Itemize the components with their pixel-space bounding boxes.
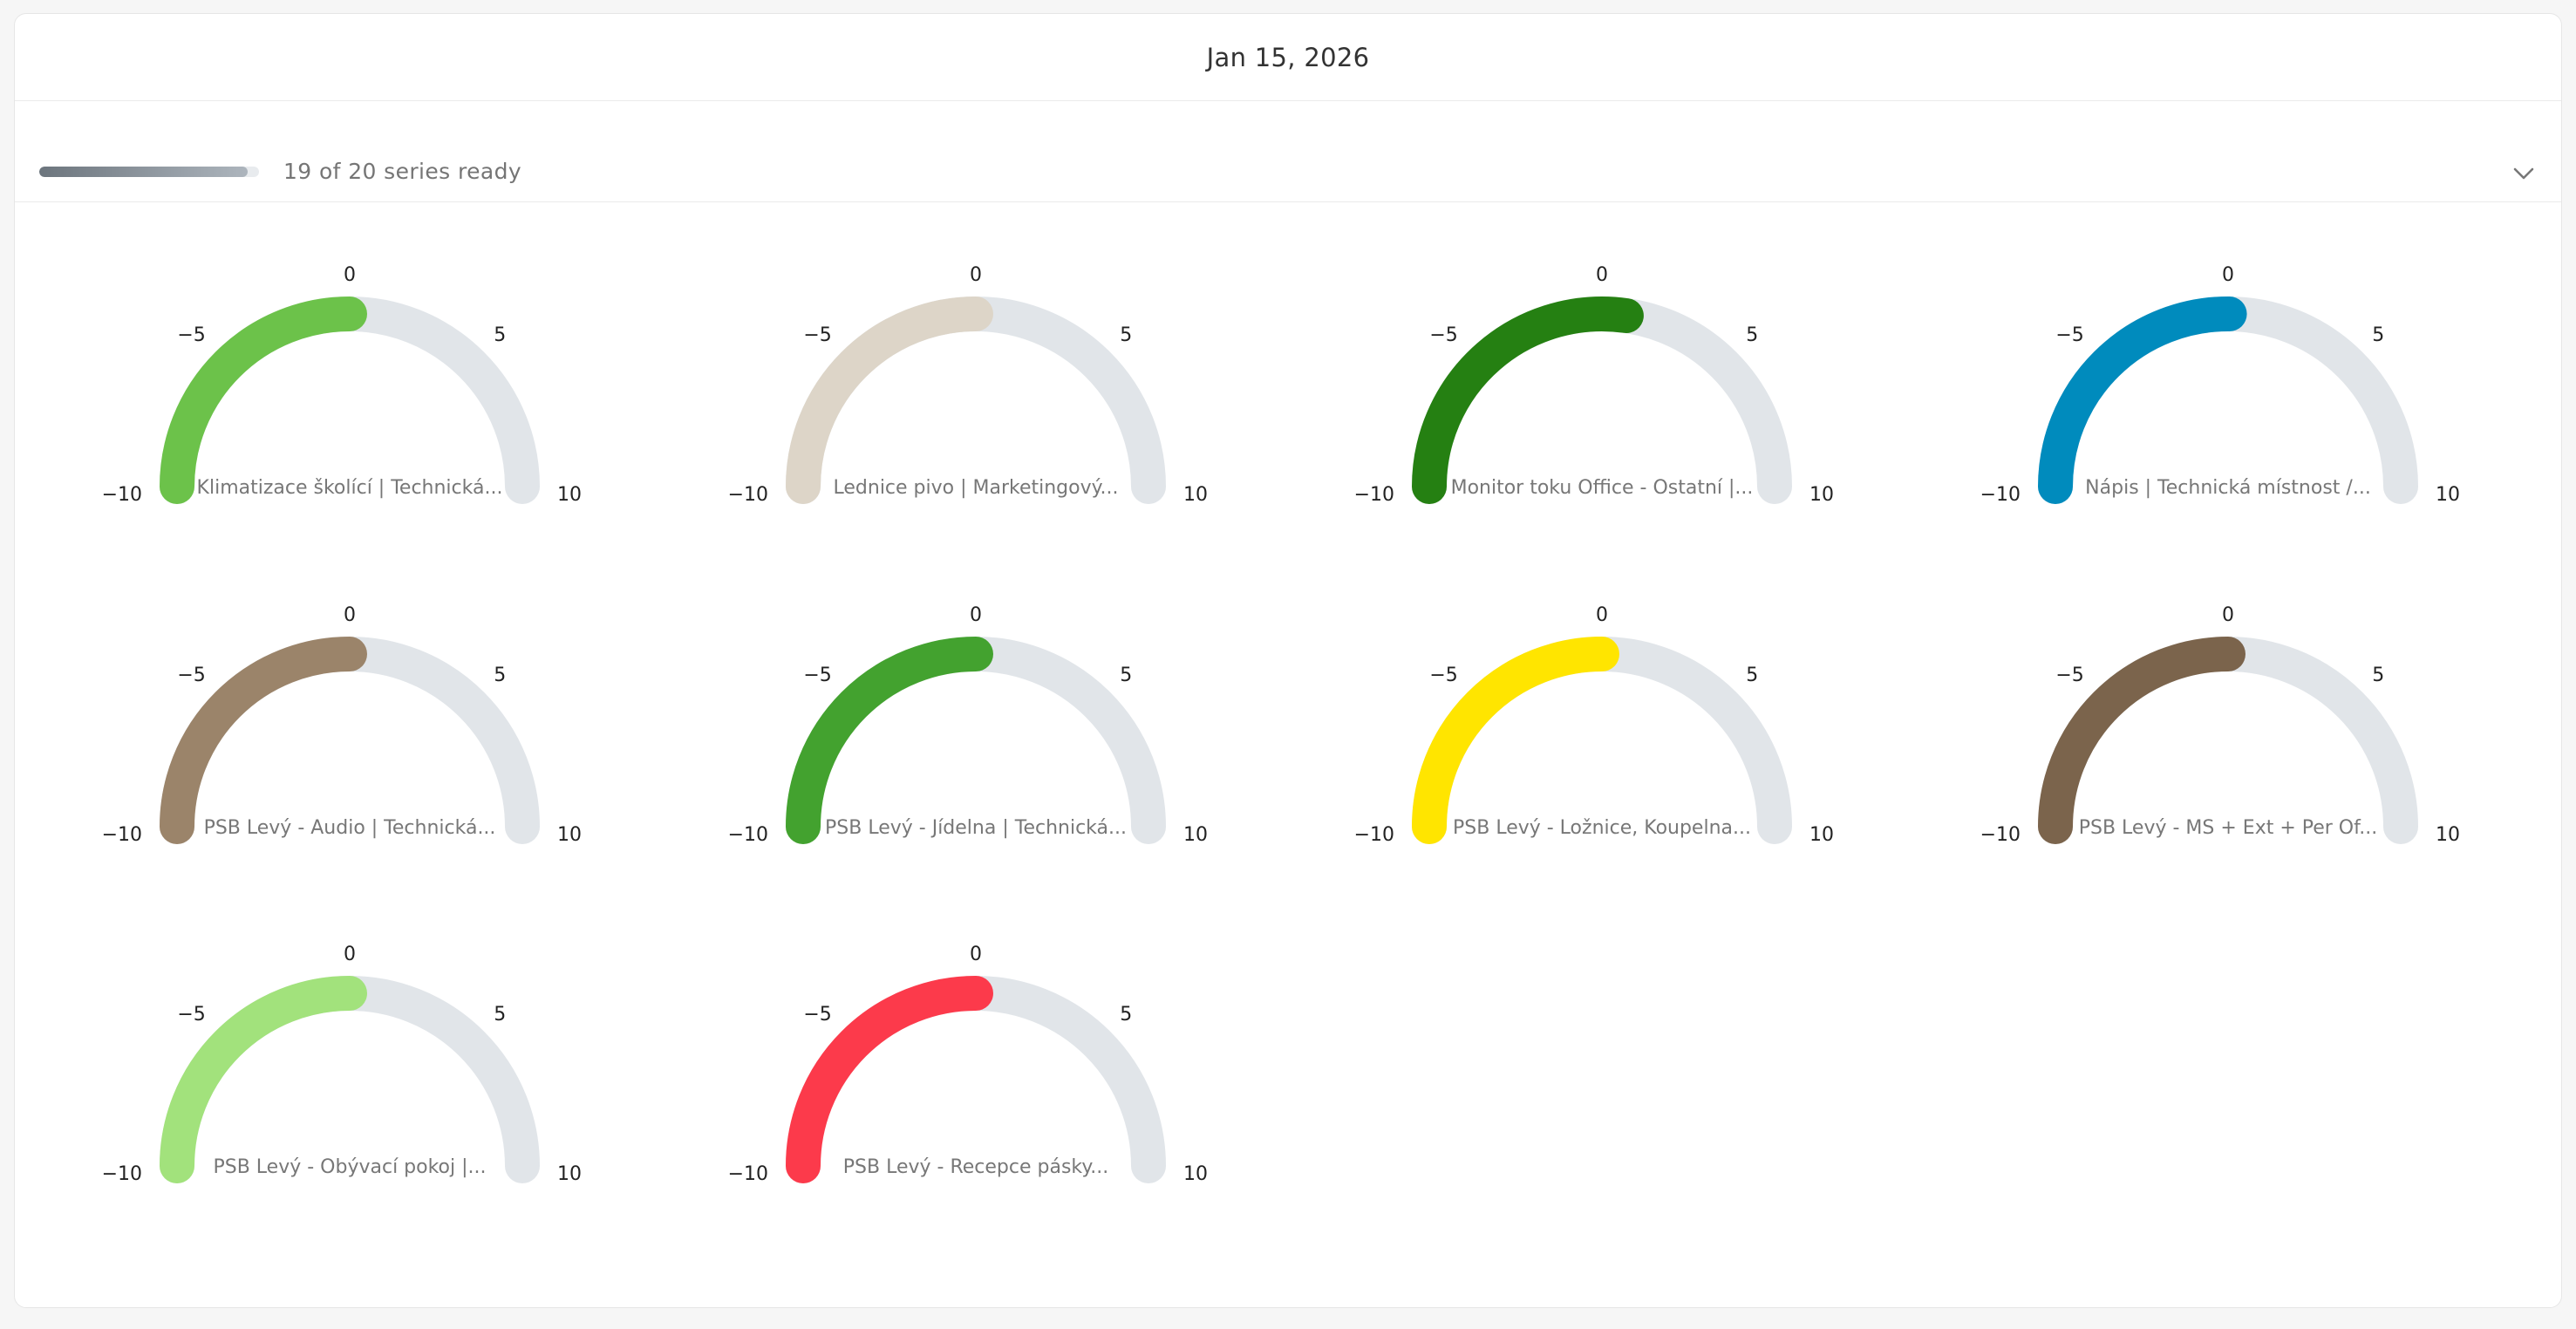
gauge-tick-label: 5 (494, 324, 506, 346)
chevron-down-icon[interactable] (2511, 160, 2537, 187)
gauge-series-label: Monitor toku Office - Ostatní |... (1451, 477, 1754, 499)
gauge-series-label: Lednice pivo | Marketingový... (834, 477, 1119, 499)
gauge-tick-label: −5 (2055, 324, 2083, 346)
gauge-tick-label: 10 (2436, 824, 2460, 846)
gauge-series-label: PSB Levý - Obývací pokoj |... (213, 1156, 486, 1178)
gauge-tick-label: 10 (1183, 824, 1208, 846)
gauge-tick-label: −5 (177, 324, 205, 346)
gauge-value-arc (1412, 296, 1644, 504)
gauge-value-arc (786, 976, 993, 1183)
gauge-tick-label: −5 (1429, 664, 1457, 686)
gauge-tick-label: −5 (2055, 664, 2083, 686)
gauge-tick-label: 5 (1746, 324, 1758, 346)
gauge-value-arc (2038, 296, 2247, 504)
gauge-series-label: Nápis | Technická místnost /... (2085, 477, 2371, 499)
gauge-value-arc (160, 637, 367, 844)
gauge-tick-label: 0 (344, 944, 356, 965)
gauge-series-label: PSB Levý - MS + Ext + Per Of... (2079, 817, 2378, 839)
gauge-tick-label: 0 (344, 604, 356, 626)
gauge-tick-label: −10 (1354, 824, 1394, 846)
gauge-tick-label: 5 (2372, 664, 2384, 686)
gauge-tick-label: 5 (494, 1004, 506, 1026)
gauge-series-label: PSB Levý - Recepce pásky... (843, 1156, 1108, 1178)
gauge-tick-label: −10 (1354, 484, 1394, 506)
gauge: −10 −5 0 5 10 PSB Levý - Audio | Technická... (102, 604, 582, 846)
gauge-value-arc (786, 296, 993, 504)
gauge-tick-label: −10 (1980, 484, 2021, 506)
gauge: −10 −5 0 5 10 Lednice pivo | Marketingový... (728, 264, 1208, 506)
gauge-tick-label: 5 (1120, 1004, 1132, 1026)
gauge-value-arc (160, 296, 367, 504)
gauge-tick-label: 0 (970, 264, 982, 286)
dashboard-card: Jan 15, 2026 19 of 20 series ready −10 −5… (14, 13, 2562, 1308)
gauge-tick-label: 0 (2222, 264, 2234, 286)
gauge: −10 −5 0 5 10 PSB Levý - Jídelna | Technická.… (728, 604, 1208, 846)
gauge-tick-label: 10 (557, 1163, 582, 1185)
gauge-tick-label: 10 (1809, 824, 1834, 846)
gauge: −10 −5 0 5 10 Monitor toku Office - Ostatní |… (1354, 264, 1834, 506)
gauge-tick-label: 0 (1596, 264, 1608, 286)
gauge-tick-label: −10 (728, 484, 768, 506)
gauge: −10 −5 0 5 10 PSB Levý - Obývací pokoj |... (102, 944, 582, 1185)
gauge-tick-label: 0 (970, 944, 982, 965)
gauge-tick-label: 0 (344, 264, 356, 286)
gauge: −10 −5 0 5 10 Nápis | Technická místnost /... (1980, 264, 2460, 506)
gauge-tick-label: −10 (1980, 824, 2021, 846)
gauge-tick-label: −5 (177, 664, 205, 686)
gauge-tick-label: 10 (557, 824, 582, 846)
gauge-series-label: PSB Levý - Ložnice, Koupelna... (1453, 817, 1751, 839)
gauge: −10 −5 0 5 10 Klimatizace školící | Technická… (102, 264, 582, 506)
card-header: Jan 15, 2026 (15, 14, 2561, 101)
date-title: Jan 15, 2026 (1206, 42, 1370, 72)
gauge-tick-label: 10 (1183, 484, 1208, 506)
gauge-tick-label: 5 (494, 664, 506, 686)
gauge: −10 −5 0 5 10 PSB Levý - MS + Ext + Per Of... (1980, 604, 2460, 846)
gauge: −10 −5 0 5 10 PSB Levý - Ložnice, Koupelna... (1354, 604, 1834, 846)
gauge-tick-label: 0 (2222, 604, 2234, 626)
gauge-tick-label: 5 (1746, 664, 1758, 686)
gauge-value-arc (786, 637, 993, 844)
progress-bar (39, 167, 259, 177)
gauge-tick-label: −10 (102, 484, 142, 506)
gauge-value-arc (2038, 637, 2245, 844)
gauge-tick-label: 10 (1183, 1163, 1208, 1185)
gauge-series-label: PSB Levý - Jídelna | Technická... (825, 817, 1127, 839)
gauge-tick-label: 10 (1809, 484, 1834, 506)
gauge-tick-label: 5 (2372, 324, 2384, 346)
gauge-tick-label: 5 (1120, 664, 1132, 686)
gauge-tick-label: −10 (728, 1163, 768, 1185)
gauge-tick-label: 0 (1596, 604, 1608, 626)
series-status-text: 19 of 20 series ready (283, 159, 522, 184)
gauge-grid: −10 −5 0 5 10 Klimatizace školící | Technická… (102, 264, 2460, 1185)
gauge-tick-label: −5 (803, 324, 831, 346)
gauge-track (1412, 296, 1792, 504)
gauge-tick-label: −10 (102, 824, 142, 846)
gauge-tick-label: 10 (2436, 484, 2460, 506)
gauge: −10 −5 0 5 10 PSB Levý - Recepce pásky... (728, 944, 1208, 1185)
gauge-tick-label: −5 (1429, 324, 1457, 346)
gauge-tick-label: 0 (970, 604, 982, 626)
gauge-series-label: PSB Levý - Audio | Technická... (204, 817, 496, 839)
series-status-bar[interactable]: 19 of 20 series ready (15, 101, 2561, 202)
gauge-tick-label: 5 (1120, 324, 1132, 346)
progress-fill (39, 167, 249, 177)
gauge-tick-label: −5 (177, 1004, 205, 1026)
gauge-value-arc (1412, 637, 1619, 844)
gauge-tick-label: −5 (803, 664, 831, 686)
gauge-value-arc (160, 976, 367, 1183)
gauge-tick-label: 10 (557, 484, 582, 506)
gauge-tick-label: −10 (728, 824, 768, 846)
gauge-tick-label: −10 (102, 1163, 142, 1185)
gauge-series-label: Klimatizace školící | Technická... (197, 477, 503, 499)
gauge-tick-label: −5 (803, 1004, 831, 1026)
